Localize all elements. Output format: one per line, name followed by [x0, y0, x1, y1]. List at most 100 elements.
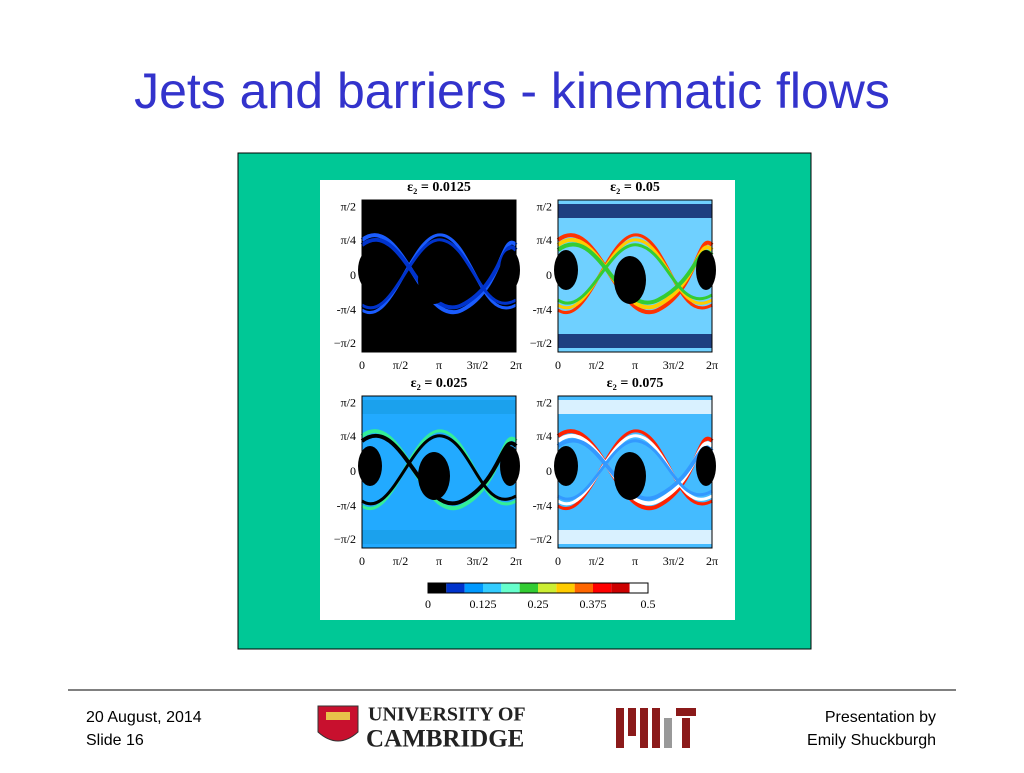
y-tick-label: 0	[546, 464, 552, 478]
x-tick-label: π/2	[393, 358, 408, 372]
panel-title: ε₂ = 0.05	[610, 180, 660, 195]
colorbar-tick-label: 0.125	[470, 597, 497, 611]
vortex	[418, 452, 450, 500]
vortex	[614, 452, 646, 500]
panel-title: ε₂ = 0.0125	[407, 180, 471, 195]
swirl	[361, 429, 517, 511]
y-tick-label: π/2	[341, 199, 356, 213]
x-tick-label: 0	[555, 554, 561, 568]
y-tick-label: π/4	[341, 429, 356, 443]
x-tick-label: 2π	[706, 554, 718, 568]
colorbar-segment	[556, 583, 575, 593]
y-tick-label: −π/2	[334, 336, 356, 350]
presenter: Presentation by	[825, 709, 936, 726]
x-tick-label: 0	[359, 554, 365, 568]
x-tick-label: 0	[359, 358, 365, 372]
vortex	[554, 446, 578, 486]
plot-band	[362, 204, 516, 218]
y-tick-label: -π/4	[533, 499, 552, 513]
logo-text: UNIVERSITY OF	[368, 704, 526, 726]
colorbar-segment	[446, 583, 465, 593]
y-tick-label: -π/4	[533, 303, 552, 317]
y-tick-label: π/2	[537, 395, 552, 409]
panel-title: ε₂ = 0.075	[607, 376, 664, 391]
colorbar-segment	[519, 583, 538, 593]
vortex	[696, 250, 716, 290]
x-tick-label: π	[436, 554, 442, 568]
y-tick-label: -π/4	[337, 303, 356, 317]
colorbar-segment	[538, 583, 557, 593]
panel-title: ε₂ = 0.025	[411, 376, 468, 391]
swirl	[557, 233, 713, 315]
swirl	[361, 434, 517, 506]
y-tick-label: π/4	[537, 429, 552, 443]
logo-text: CAMBRIDGE	[366, 726, 524, 753]
swirl	[557, 243, 713, 305]
x-tick-label: π	[632, 554, 638, 568]
plot-band	[362, 334, 516, 348]
plot-band	[362, 530, 516, 544]
mit-logo	[616, 708, 696, 748]
crest-band	[326, 712, 350, 720]
swirl	[361, 233, 517, 315]
slide-title: Jets and barriers - kinematic flows	[134, 63, 890, 119]
x-tick-label: 3π/2	[663, 554, 684, 568]
swirl	[557, 439, 713, 501]
presenter: Emily Shuckburgh	[807, 732, 936, 749]
colorbar-segment	[483, 583, 502, 593]
swirl	[361, 238, 517, 310]
y-tick-label: −π/2	[530, 532, 552, 546]
x-tick-label: 0	[555, 358, 561, 372]
y-tick-label: 0	[350, 464, 356, 478]
plot-border	[361, 199, 517, 353]
colorbar-border	[427, 582, 649, 594]
x-tick-label: 2π	[510, 358, 522, 372]
x-tick-label: π/2	[589, 358, 604, 372]
x-tick-label: π/2	[589, 554, 604, 568]
swirl	[557, 238, 713, 310]
vortex	[358, 446, 382, 486]
footer-date: 20 August, 2014	[86, 709, 202, 726]
vortex	[358, 250, 382, 290]
x-tick-label: π/2	[393, 554, 408, 568]
y-tick-label: π/4	[537, 233, 552, 247]
plot-band	[558, 400, 712, 414]
plot-band	[558, 204, 712, 218]
y-tick-label: π/2	[537, 199, 552, 213]
colorbar-segment	[428, 583, 447, 593]
y-tick-label: 0	[350, 268, 356, 282]
plot-border	[361, 395, 517, 549]
plot-band	[362, 400, 516, 414]
plot-border	[557, 199, 713, 353]
plot-band	[558, 530, 712, 544]
colorbar-segment	[501, 583, 520, 593]
colorbar-segment	[464, 583, 483, 593]
x-tick-label: 2π	[510, 554, 522, 568]
colorbar-segment	[611, 583, 630, 593]
vortex	[500, 446, 520, 486]
vortex	[554, 250, 578, 290]
vortex	[614, 256, 646, 304]
y-tick-label: −π/2	[334, 532, 356, 546]
cambridge-logo: UNIVERSITY OF CAMBRIDGE	[317, 704, 526, 753]
x-tick-label: 3π/2	[663, 358, 684, 372]
y-tick-label: 0	[546, 268, 552, 282]
y-tick-label: −π/2	[530, 336, 552, 350]
x-tick-label: 2π	[706, 358, 718, 372]
vortex	[696, 446, 716, 486]
colorbar-tick-label: 0.25	[528, 597, 549, 611]
colorbar-segment	[593, 583, 612, 593]
vortex	[500, 250, 520, 290]
swirl	[557, 434, 713, 506]
y-tick-label: -π/4	[337, 499, 356, 513]
x-tick-label: 3π/2	[467, 554, 488, 568]
colorbar-tick-label: 0	[425, 597, 431, 611]
plot-band	[558, 334, 712, 348]
x-tick-label: π	[436, 358, 442, 372]
colorbar-tick-label: 0.375	[580, 597, 607, 611]
crest	[317, 705, 359, 742]
footer-slide: Slide 16	[86, 732, 144, 749]
